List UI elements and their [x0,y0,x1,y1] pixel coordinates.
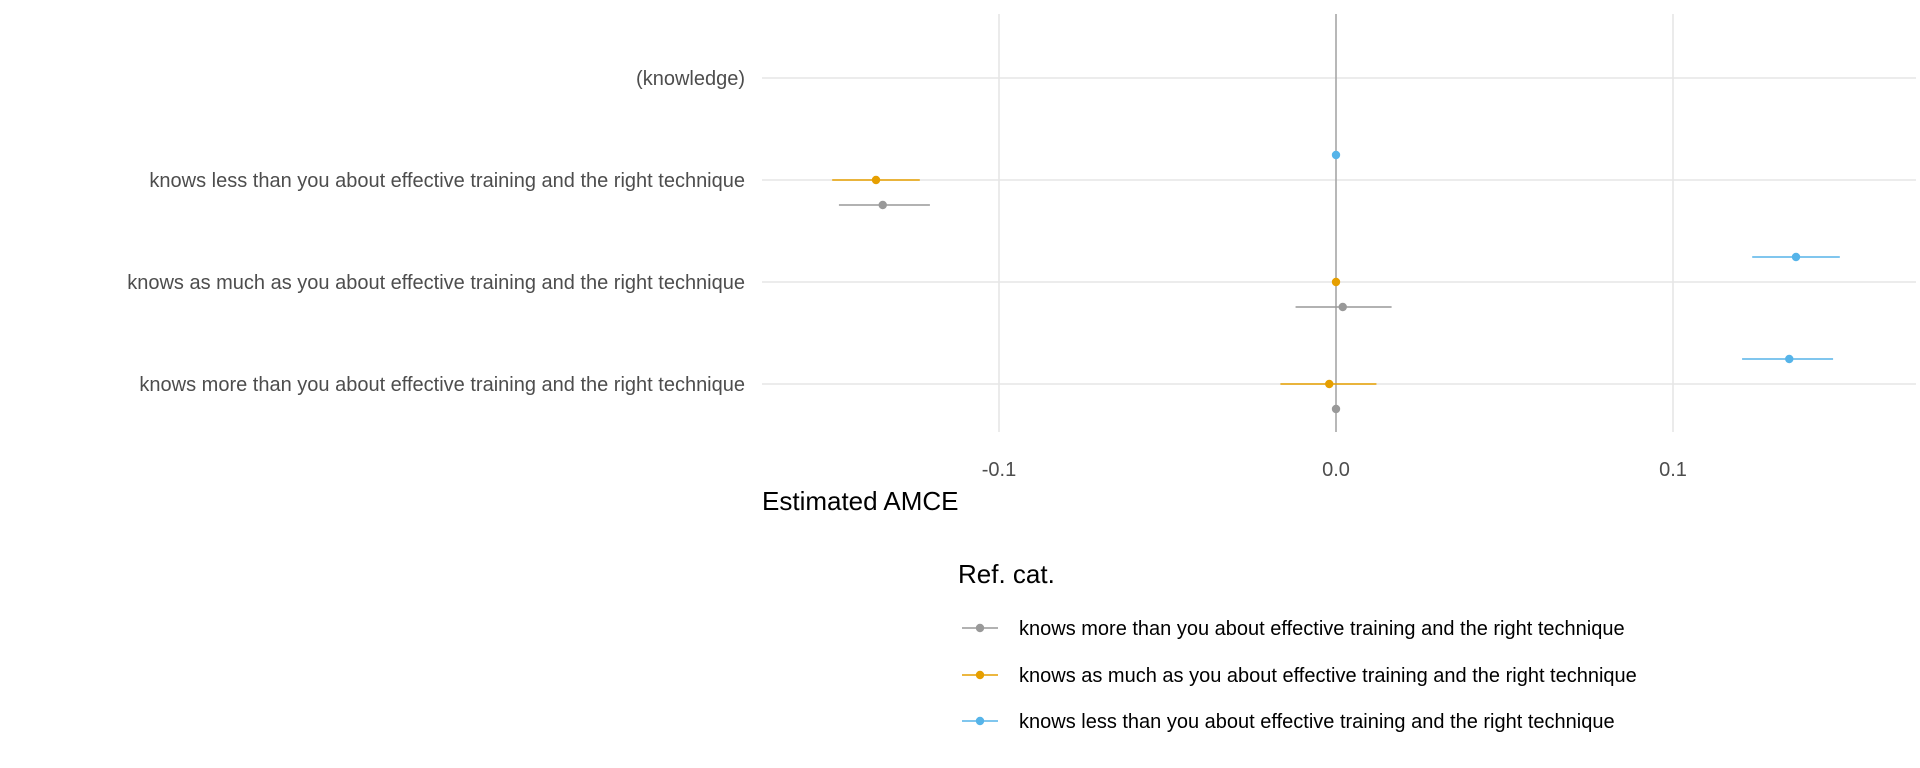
x-axis-title: Estimated AMCE [762,486,959,516]
legend-key-point-0 [975,623,985,633]
x-axis-ticks: -0.1 0.0 0.1 [982,459,1687,481]
marks-layer [832,150,1840,414]
legend: Ref. cat. knows more than you about effe… [958,559,1637,733]
point-s1-p2 [1325,379,1334,389]
legend-title: Ref. cat. [958,559,1055,589]
y-label-1: knows less than you about effective trai… [149,170,745,192]
y-label-3: knows more than you about effective trai… [139,374,745,396]
legend-key-point-2 [975,716,985,726]
legend-label-2: knows less than you about effective trai… [1019,711,1615,733]
point-s0-p1 [1338,302,1347,312]
point-s2-p2 [1785,354,1794,364]
legend-key-point-1 [975,670,985,680]
point-s2-p1 [1791,252,1801,262]
legend-label-1: knows as much as you about effective tra… [1019,665,1637,687]
point-s0-p0 [878,200,887,210]
grid-layer [762,14,1916,432]
y-axis-labels: (knowledge) knows less than you about eff… [127,68,745,396]
x-tick-label-1: 0.0 [1322,459,1350,481]
x-tick-label-0: -0.1 [982,459,1016,481]
point-s1-p0 [871,175,881,185]
point-s1-p1 [1331,277,1341,287]
x-tick-label-2: 0.1 [1659,459,1687,481]
y-label-2: knows as much as you about effective tra… [127,272,745,294]
legend-label-0: knows more than you about effective trai… [1019,618,1625,640]
point-s2-p0 [1331,150,1341,160]
point-s0-p2 [1331,404,1341,414]
y-label-0: (knowledge) [636,68,745,90]
